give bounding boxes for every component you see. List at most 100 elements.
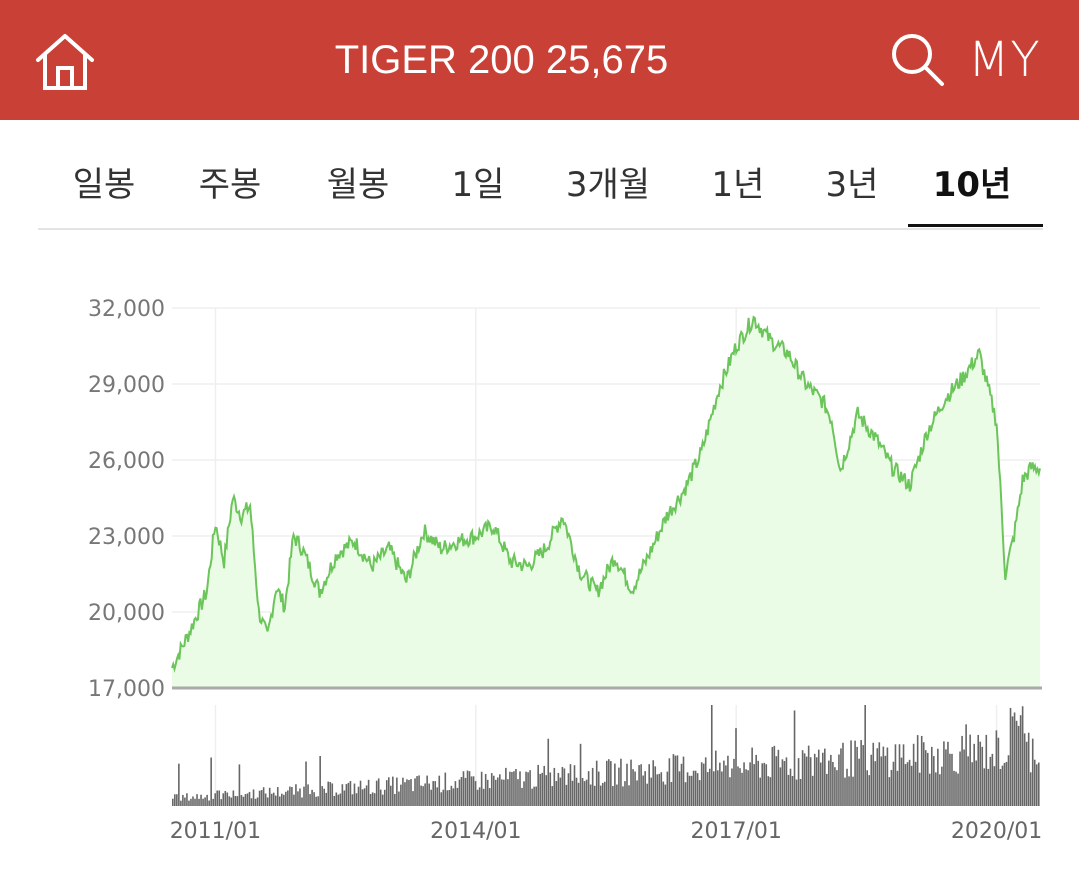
volume-bar (371, 792, 374, 806)
volume-bar (220, 799, 223, 806)
volume-bar (178, 763, 180, 806)
volume-bar (561, 766, 564, 806)
volume-bar (997, 737, 1000, 806)
volume-bar (864, 705, 866, 806)
volume-bar (1013, 712, 1016, 806)
volume-bar (295, 784, 297, 806)
volume-bar (478, 787, 481, 806)
volume-bar (1023, 733, 1026, 806)
volume-bar (309, 794, 311, 806)
active-tab-indicator (908, 224, 1043, 227)
tab-daily[interactable]: 일봉 (72, 165, 136, 205)
volume-bar (779, 767, 782, 806)
volume-bar (248, 791, 251, 806)
volume-bar (246, 793, 249, 806)
volume-bar (563, 768, 566, 806)
volume-bar (745, 769, 747, 806)
volume-bar (494, 779, 497, 806)
volume-bar (599, 785, 602, 806)
volume-bar (1033, 759, 1036, 806)
volume-bar (551, 786, 554, 806)
volume-bar (496, 777, 499, 806)
volume-bar (198, 798, 200, 806)
volume-bar (305, 761, 307, 806)
volume-bar (817, 749, 820, 806)
volume-bar (1021, 706, 1024, 806)
volume-bar (329, 782, 332, 806)
volume-bar (194, 798, 196, 806)
volume-bar (898, 744, 901, 806)
volume-bar (872, 742, 875, 806)
volume-bar (866, 770, 868, 806)
volume-bar (226, 792, 229, 806)
volume-bar (838, 754, 840, 806)
tab-10years[interactable]: 10년 (932, 165, 1012, 205)
volume-bar (723, 760, 725, 806)
tab-weekly[interactable]: 주봉 (198, 165, 262, 205)
search-button[interactable] (888, 30, 948, 90)
volume-bar (717, 770, 719, 806)
volume-bar (315, 796, 317, 806)
volume-bar (844, 777, 846, 806)
volume-bar (706, 772, 709, 806)
volume-bar (860, 740, 862, 806)
volume-bar (848, 776, 850, 806)
volume-bar (834, 767, 836, 806)
tab-monthly[interactable]: 월봉 (326, 165, 390, 205)
tab-1year[interactable]: 1년 (711, 165, 765, 205)
volume-bar (327, 781, 330, 806)
tab-3years[interactable]: 3년 (825, 165, 879, 205)
volume-bar (222, 793, 225, 806)
volume-bar (832, 761, 834, 806)
volume-bar (1011, 716, 1014, 806)
tab-3months[interactable]: 3개월 (565, 165, 651, 205)
volume-bar (1003, 762, 1006, 806)
volume-bar (529, 770, 531, 806)
volume-bar (894, 744, 897, 806)
volume-bar (543, 765, 546, 806)
x-tick-label: 2011/01 (170, 819, 261, 844)
volume-bar (908, 759, 911, 806)
volume-bar (367, 779, 370, 806)
volume-bar (1031, 738, 1034, 806)
volume-bar (456, 787, 459, 806)
volume-bar (761, 763, 764, 806)
volume-bar (856, 746, 858, 806)
volume-bar (268, 787, 271, 806)
volume-bar (412, 791, 414, 806)
y-tick-label: 32,000 (88, 297, 165, 322)
volume-bar (1007, 755, 1010, 806)
volume-bar (684, 782, 687, 806)
volume-bar (589, 784, 592, 806)
volume-bar (555, 781, 558, 806)
volume-bar (537, 764, 539, 806)
volume-bar (385, 780, 388, 806)
volume-bar (939, 774, 941, 806)
volume-bar (422, 786, 424, 806)
volume-bar (902, 744, 905, 806)
volume-bar (492, 775, 495, 806)
tab-1day[interactable]: 1일 (451, 165, 505, 205)
volume-bar (258, 790, 261, 806)
volume-bar (1035, 764, 1038, 806)
volume-bar (662, 781, 665, 806)
volume-bar (595, 760, 598, 806)
volume-bar (1017, 725, 1020, 806)
volume-bar (690, 775, 693, 806)
volume-bar (926, 752, 929, 806)
volume-bar (886, 747, 889, 806)
home-button[interactable] (30, 30, 110, 94)
volume-bar (751, 747, 753, 806)
volume-bar (1029, 772, 1032, 806)
volume-bar (803, 753, 806, 806)
volume-bar (440, 792, 443, 806)
volume-bar (610, 761, 612, 806)
volume-bar (438, 775, 441, 806)
volume-bar (757, 760, 759, 806)
volume-bar (636, 780, 638, 806)
volume-bar (503, 779, 505, 806)
volume-bar (628, 785, 630, 806)
my-button[interactable]: MY (968, 32, 1041, 88)
volume-bar (876, 748, 879, 806)
volume-bar (797, 758, 800, 806)
